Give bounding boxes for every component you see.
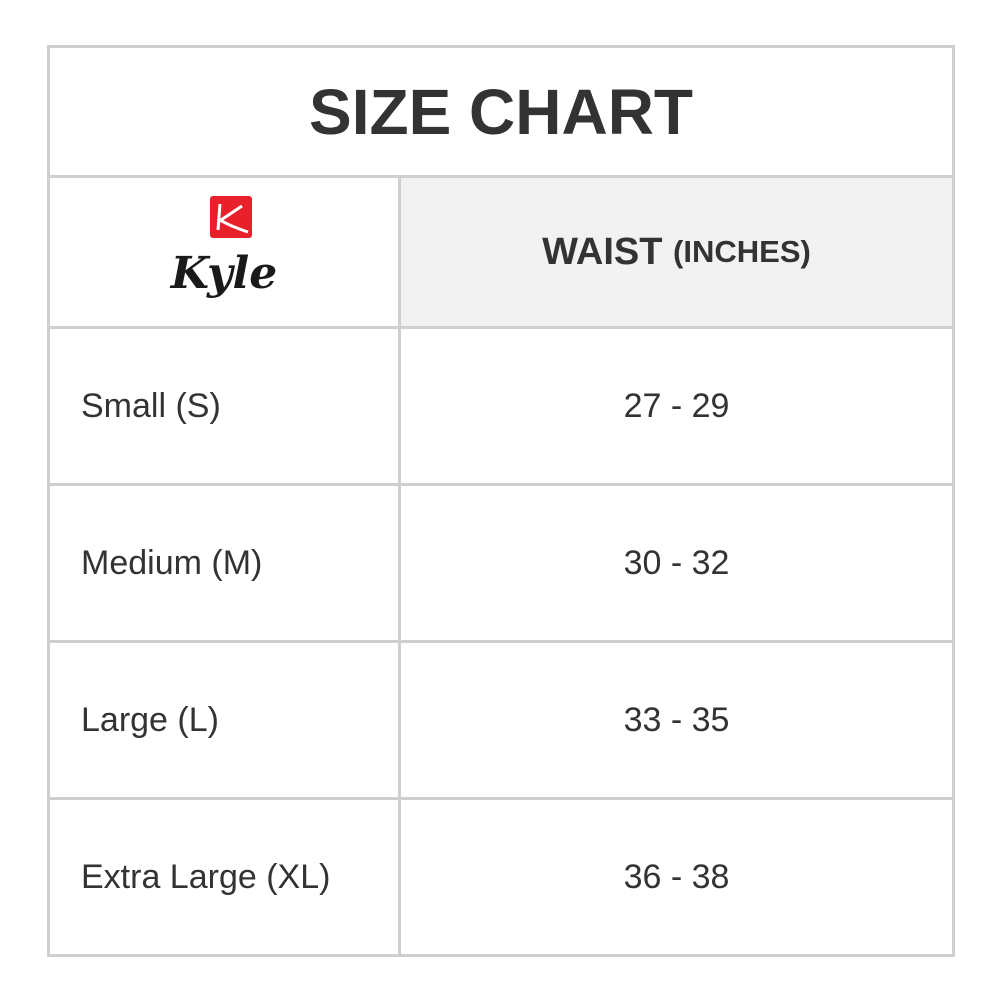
size-label: Small (S)	[50, 329, 401, 483]
table-row: Medium (M) 30 - 32	[50, 486, 952, 643]
page-title: SIZE CHART	[50, 48, 952, 178]
header-row: Kyle WAIST (INCHES)	[50, 178, 952, 329]
brand-name: Kyle	[169, 248, 278, 299]
waist-value: 30 - 32	[623, 543, 730, 582]
table-row: Extra Large (XL) 36 - 38	[50, 800, 952, 954]
column-label: WAIST	[542, 230, 663, 273]
waist-value: 33 - 35	[623, 700, 730, 739]
table-row: Large (L) 33 - 35	[50, 643, 952, 800]
waist-column-header: WAIST (INCHES)	[401, 178, 952, 326]
waist-value: 27 - 29	[623, 386, 730, 425]
table-row: Small (S) 27 - 29	[50, 329, 952, 486]
size-label: Large (L)	[50, 643, 401, 797]
size-label: Extra Large (XL)	[50, 800, 401, 954]
kyle-logo: Kyle	[169, 196, 278, 299]
size-label: Medium (M)	[50, 486, 401, 640]
brand-logo-cell: Kyle	[50, 178, 401, 326]
size-chart-table: SIZE CHART Kyle WAIST (INCHES) Small (S)…	[47, 45, 955, 957]
waist-value: 36 - 38	[623, 857, 730, 896]
column-unit: (INCHES)	[673, 234, 811, 269]
